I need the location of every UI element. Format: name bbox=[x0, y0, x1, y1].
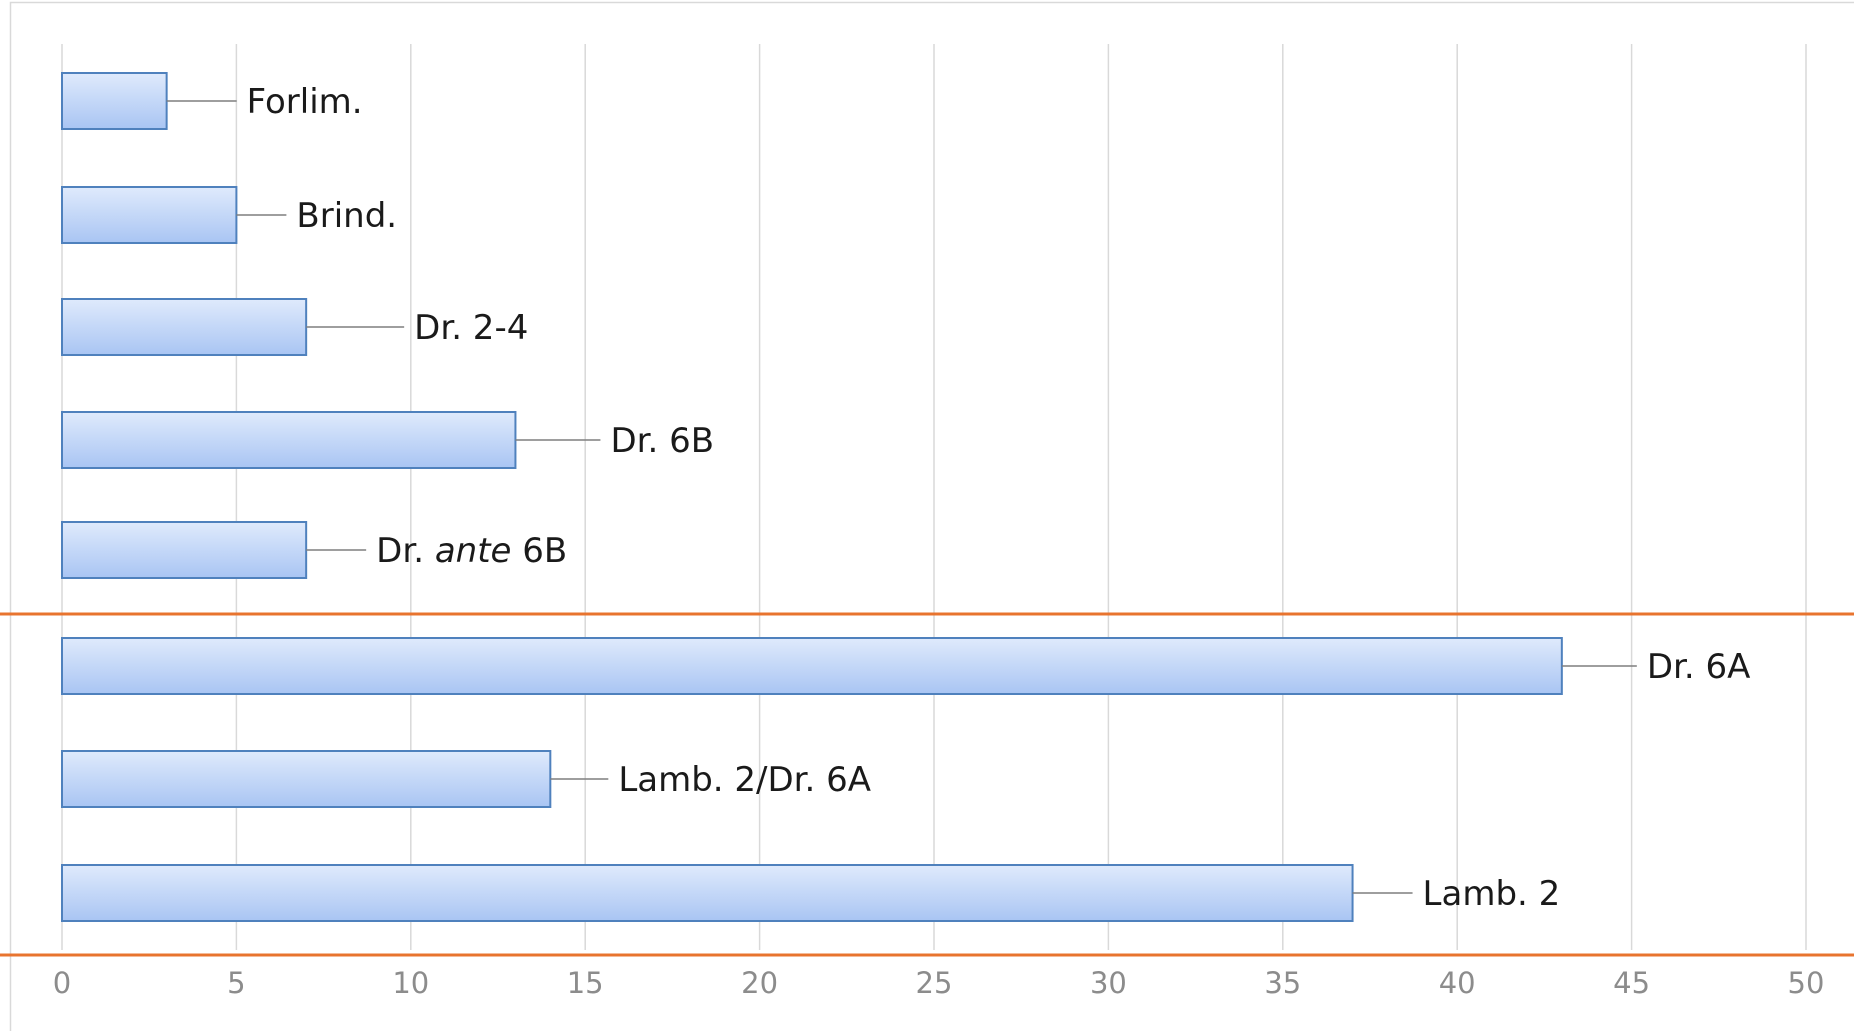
bar-label: Dr. ante 6B bbox=[376, 531, 567, 571]
bar bbox=[62, 299, 306, 355]
bar-label: Forlim. bbox=[247, 82, 363, 122]
bar-label-part: Lamb. 2 bbox=[1423, 874, 1561, 914]
bar-label-part: ante bbox=[435, 531, 512, 571]
bar bbox=[62, 412, 515, 468]
x-tick-label: 10 bbox=[392, 966, 429, 1000]
bar-label-part: Brind. bbox=[296, 196, 397, 236]
grid-lines bbox=[62, 44, 1806, 950]
x-tick-label: 0 bbox=[53, 966, 71, 1000]
bar bbox=[62, 638, 1562, 694]
bar-label-part: Lamb. 2/Dr. 6A bbox=[618, 760, 871, 800]
bar-label-part: 6B bbox=[511, 531, 567, 571]
x-tick-label: 20 bbox=[741, 966, 778, 1000]
x-tick-label: 5 bbox=[227, 966, 245, 1000]
x-tick-label: 30 bbox=[1090, 966, 1127, 1000]
x-tick-label: 45 bbox=[1613, 966, 1650, 1000]
bar-label: Lamb. 2 bbox=[1423, 874, 1561, 914]
x-tick-label: 15 bbox=[567, 966, 604, 1000]
x-tick-label: 35 bbox=[1264, 966, 1301, 1000]
bar-label-part: Dr. bbox=[376, 531, 435, 571]
x-axis-ticks: 0 5 10 15 20 25 30 35 40 45 50 bbox=[53, 966, 1825, 1000]
bar-label-part: Dr. 2-4 bbox=[414, 308, 528, 348]
bar bbox=[62, 73, 167, 129]
bar bbox=[62, 751, 550, 807]
bar-label: Brind. bbox=[296, 196, 397, 236]
x-tick-label: 50 bbox=[1788, 966, 1825, 1000]
bar-label: Dr. 2-4 bbox=[414, 308, 528, 348]
bar-label-part: Dr. 6B bbox=[610, 421, 714, 461]
x-tick-label: 40 bbox=[1439, 966, 1476, 1000]
bar bbox=[62, 522, 306, 578]
x-tick-label: 25 bbox=[916, 966, 953, 1000]
bar-label-part: Forlim. bbox=[247, 82, 363, 122]
bar bbox=[62, 865, 1353, 921]
bar-label: Dr. 6A bbox=[1647, 647, 1751, 687]
bar-label-part: Dr. 6A bbox=[1647, 647, 1751, 687]
bar-label: Dr. 6B bbox=[610, 421, 714, 461]
bar-label: Lamb. 2/Dr. 6A bbox=[618, 760, 871, 800]
bar bbox=[62, 187, 236, 243]
